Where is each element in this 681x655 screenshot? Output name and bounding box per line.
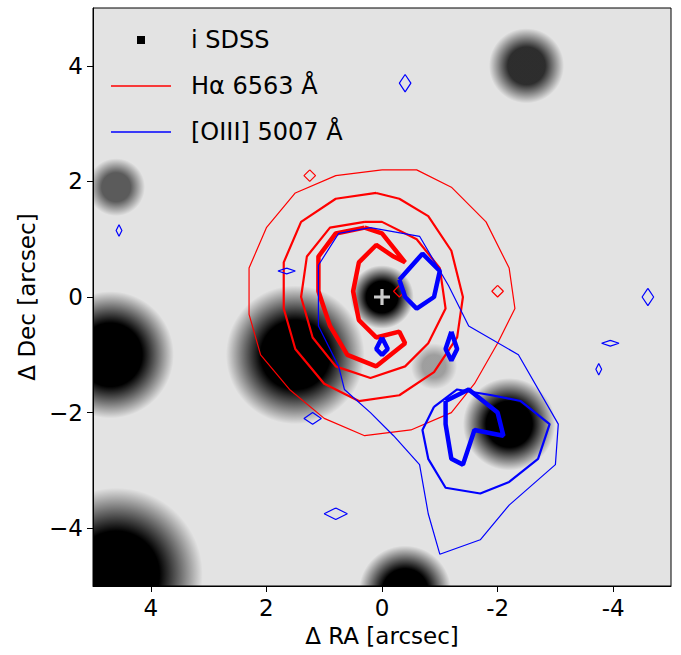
svg-text:Δ Dec [arcsec]: Δ Dec [arcsec] bbox=[14, 213, 40, 380]
svg-text:[OIII] 5007 Å: [OIII] 5007 Å bbox=[191, 117, 343, 146]
svg-text:0: 0 bbox=[375, 595, 390, 621]
svg-text:Hα 6563 Å: Hα 6563 Å bbox=[191, 71, 318, 100]
svg-text:0: 0 bbox=[68, 284, 83, 310]
svg-text:−4: −4 bbox=[49, 515, 83, 541]
svg-text:Δ RA [arcsec]: Δ RA [arcsec] bbox=[305, 623, 459, 649]
svg-text:2: 2 bbox=[68, 168, 83, 194]
svg-text:2: 2 bbox=[259, 595, 274, 621]
svg-text:-4: -4 bbox=[602, 595, 625, 621]
svg-text:i SDSS: i SDSS bbox=[191, 26, 269, 54]
svg-text:4: 4 bbox=[143, 595, 158, 621]
svg-text:−2: −2 bbox=[49, 400, 83, 426]
svg-text:-2: -2 bbox=[486, 595, 509, 621]
svg-text:4: 4 bbox=[68, 53, 83, 79]
